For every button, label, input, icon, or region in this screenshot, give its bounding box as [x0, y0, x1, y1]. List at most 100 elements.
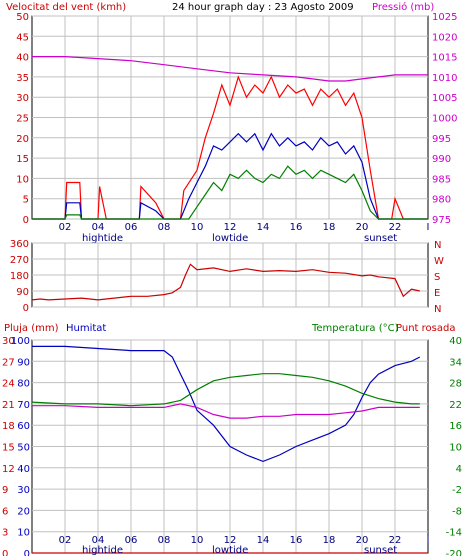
temp-y-tick-label: -8: [452, 506, 462, 517]
rain-y-tick-label: 15: [2, 443, 15, 454]
temp-x-tick-label: 06: [125, 535, 138, 546]
rain-y-tick-label: 0: [2, 549, 8, 556]
temperature-label: Temperatura (°C): [311, 323, 399, 334]
humidity-y-tick-label: 40: [17, 464, 30, 475]
wind-y-tick-label: 5: [23, 195, 29, 206]
temp-y-tick-label: -14: [446, 528, 462, 539]
humidity-label: Humitat: [66, 323, 106, 334]
temp-y-axis-right: -20 -14 -8 -2 4 10 16 22 28 34 40: [446, 336, 462, 556]
wind-x-tick-label: I: [427, 222, 430, 233]
wind-y-tick-label: 0: [23, 215, 29, 226]
temp-y-tick-label: 28: [449, 379, 462, 390]
temp-x-tick-label: 14: [257, 535, 270, 546]
temp-y-tick-label: 4: [456, 464, 462, 475]
wind-y-tick-label: 40: [16, 53, 29, 64]
direction-y-tick-label: 270: [10, 255, 29, 266]
temp-series: [31, 345, 428, 554]
pressure-y-tick-label: 980: [432, 195, 451, 206]
temp-y-tick-label: 10: [449, 443, 462, 454]
direction-line: [31, 263, 420, 301]
dewpoint-label: Punt rosada: [396, 323, 455, 334]
humidity-y-tick-label: 50: [17, 443, 30, 454]
pressure-y-tick-label: 1010: [432, 73, 457, 84]
rain-y-tick-label: 12: [2, 464, 15, 475]
humidity-y-tick-label: 60: [17, 421, 30, 432]
compass-label: W: [434, 256, 444, 267]
wind-x-tick-label: 04: [92, 222, 105, 233]
pressure-y-tick-label: 1005: [432, 93, 457, 104]
temp-y-tick-label: 22: [449, 400, 462, 411]
pressure-y-tick-label: 995: [432, 134, 451, 145]
compass-label: N: [434, 304, 441, 315]
graph-title: 24 hour graph day : 23 Agosto 2009: [172, 2, 354, 13]
wind-y-tick-label: 20: [16, 134, 29, 145]
wind-series: [32, 56, 428, 220]
wind-x-tick-label: 06: [125, 222, 138, 233]
rain-y-tick-label: 9: [2, 485, 8, 496]
rain-y-tick-label: 27: [2, 357, 15, 368]
temp-x-tick-label: 10: [191, 535, 204, 546]
pressure-y-axis-right: 975 980 985 990 995 1000 1005 1010 1015 1020 1025: [432, 12, 457, 226]
pressure-y-tick-label: 975: [432, 215, 451, 226]
direction-y-tick-label: 360: [10, 239, 29, 250]
direction-y-tick-label: 90: [16, 287, 29, 298]
rain-y-tick-label: 18: [2, 421, 15, 432]
temp-y-tick-label: 16: [449, 421, 462, 432]
sunset-label-bottom: sunset: [364, 545, 397, 556]
sunset-label: sunset: [364, 233, 397, 244]
pressure-y-tick-label: 1015: [432, 53, 457, 64]
wind-y-tick-label: 10: [16, 174, 29, 185]
wind-x-tick-label: 12: [224, 222, 237, 233]
pressure-y-tick-label: 1025: [432, 12, 457, 23]
humidity-line: [32, 345, 421, 463]
wind-x-tick-label: 02: [59, 222, 72, 233]
pressure-y-tick-label: 985: [432, 174, 451, 185]
humidity-y-tick-label: 90: [17, 357, 30, 368]
pressure-y-tick-label: 1000: [432, 114, 457, 125]
rain-y-tick-label: 6: [2, 506, 8, 517]
lowtide-label: lowtide: [212, 233, 248, 244]
temp-x-tick-label: 20: [356, 535, 369, 546]
wind-y-tick-label: 50: [16, 12, 29, 23]
temp-x-tick-label: 22: [389, 535, 402, 546]
wind-y-tick-label: 35: [16, 73, 29, 84]
temp-y-tick-label: -20: [446, 549, 462, 556]
wind-x-axis: 02 04 06 08 10 12 14 16 18 20 22 I: [59, 222, 430, 233]
temp-x-tick-label: 04: [92, 535, 105, 546]
wind-y-tick-label: 15: [16, 154, 29, 165]
wind-x-tick-label: 16: [290, 222, 303, 233]
hightide-label-bottom: hightide: [82, 545, 123, 556]
compass-label: S: [434, 272, 440, 283]
wind-x-tick-label: 10: [191, 222, 204, 233]
direction-y-tick-label: 0: [23, 303, 29, 314]
wind-speed-label: Velocitat del vent (kmh): [6, 2, 126, 13]
humidity-y-tick-label: 80: [17, 379, 30, 390]
humidity-temp-panel: 0369121518212427300102030405060708090100…: [2, 323, 462, 556]
direction-y-axis: 0 90 180 270 360: [10, 239, 29, 314]
temp-x-tick-label: 12: [224, 535, 237, 546]
lowtide-label-bottom: lowtide: [212, 545, 248, 556]
wind-x-tick-label: 18: [323, 222, 336, 233]
wind-x-tick-label: 14: [257, 222, 270, 233]
rain-y-tick-label: 24: [2, 379, 15, 390]
rain-y-tick-label: 30: [2, 336, 15, 347]
wind-y-axis-left: 0 5 10 15 20 25 30 35 40 45 50: [16, 12, 29, 226]
wind-y-tick-label: 30: [16, 93, 29, 104]
humidity-y-tick-label: 20: [17, 506, 30, 517]
humidity-y-tick-label: 100: [11, 336, 30, 347]
temp-x-tick-label: 16: [290, 535, 303, 546]
temp-x-tick-label: 02: [59, 535, 72, 546]
compass-label: E: [434, 288, 440, 299]
direction-series: [31, 263, 420, 301]
temp-y-tick-label: 40: [449, 336, 462, 347]
temp-x-tick-label: 08: [158, 535, 171, 546]
wind-y-tick-label: 25: [16, 114, 29, 125]
direction-grid: [32, 242, 428, 308]
wind-x-tick-label: 20: [356, 222, 369, 233]
direction-y-tick-label: 180: [10, 271, 29, 282]
wind-x-tick-label: 08: [158, 222, 171, 233]
